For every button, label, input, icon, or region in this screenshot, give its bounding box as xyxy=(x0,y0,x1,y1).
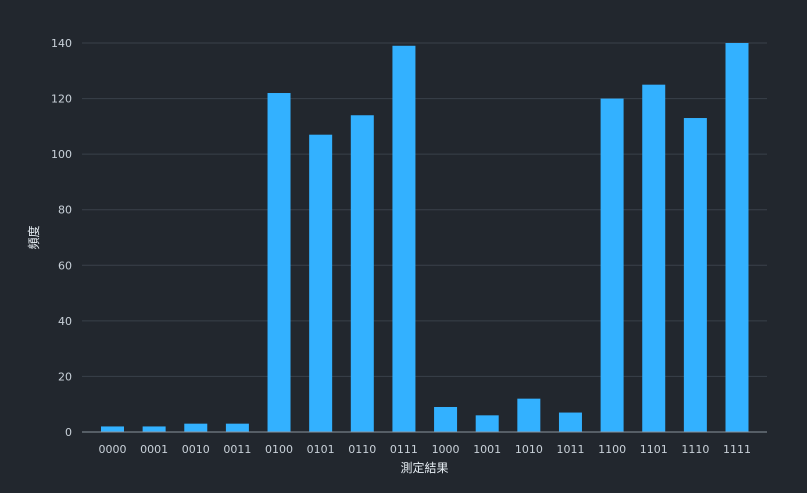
x-tick-label: 0011 xyxy=(223,443,251,456)
y-tick-label: 60 xyxy=(58,259,72,272)
x-tick-label: 0000 xyxy=(99,443,127,456)
bar-0000 xyxy=(101,426,124,432)
x-tick-label: 1101 xyxy=(640,443,668,456)
bar-1010 xyxy=(517,398,541,432)
gridlines xyxy=(82,42,767,377)
bar-1001 xyxy=(475,415,499,432)
x-tick-label: 1001 xyxy=(473,443,501,456)
y-tick-label: 40 xyxy=(58,315,72,328)
y-tick-labels: 0 20 40 60 80 100 120 140 xyxy=(51,37,72,439)
x-tick-label: 0101 xyxy=(307,443,335,456)
x-tick-label: 0111 xyxy=(390,443,418,456)
x-tick-label: 0001 xyxy=(140,443,168,456)
bar-0101 xyxy=(309,134,333,432)
bar-0010 xyxy=(184,423,208,432)
x-tick-label: 1010 xyxy=(515,443,543,456)
bar-0011 xyxy=(225,423,249,432)
x-tick-label: 0010 xyxy=(182,443,210,456)
bar-1100 xyxy=(600,98,624,433)
y-tick-label: 80 xyxy=(58,204,72,217)
bar-1111 xyxy=(725,43,749,432)
bar-0100 xyxy=(267,93,291,432)
x-tick-label: 1100 xyxy=(598,443,626,456)
y-tick-label: 120 xyxy=(51,93,72,106)
bars xyxy=(101,43,749,433)
y-tick-label: 140 xyxy=(51,37,72,50)
bar-1101 xyxy=(642,84,666,432)
y-tick-label: 20 xyxy=(58,370,72,383)
y-axis-title: 頻度 xyxy=(26,225,41,249)
bar-0111 xyxy=(392,45,416,433)
y-tick-label: 0 xyxy=(65,426,72,439)
bar-1011 xyxy=(558,412,582,432)
y-tick-label: 100 xyxy=(51,148,72,161)
bar-0110 xyxy=(350,115,374,432)
x-tick-label: 1110 xyxy=(681,443,709,456)
bar-1000 xyxy=(434,406,458,432)
x-tick-label: 1000 xyxy=(432,443,460,456)
x-tick-label: 0110 xyxy=(348,443,376,456)
x-tick-label: 1111 xyxy=(723,443,751,456)
bar-0001 xyxy=(142,426,166,432)
bar-1110 xyxy=(683,118,707,433)
x-axis-title: 測定結果 xyxy=(400,460,448,475)
x-tick-labels: 0000 0001 0010 0011 0100 0101 0110 0111 1000 1001… xyxy=(99,443,752,456)
x-tick-label: 1011 xyxy=(556,443,584,456)
x-tick-label: 0100 xyxy=(265,443,293,456)
